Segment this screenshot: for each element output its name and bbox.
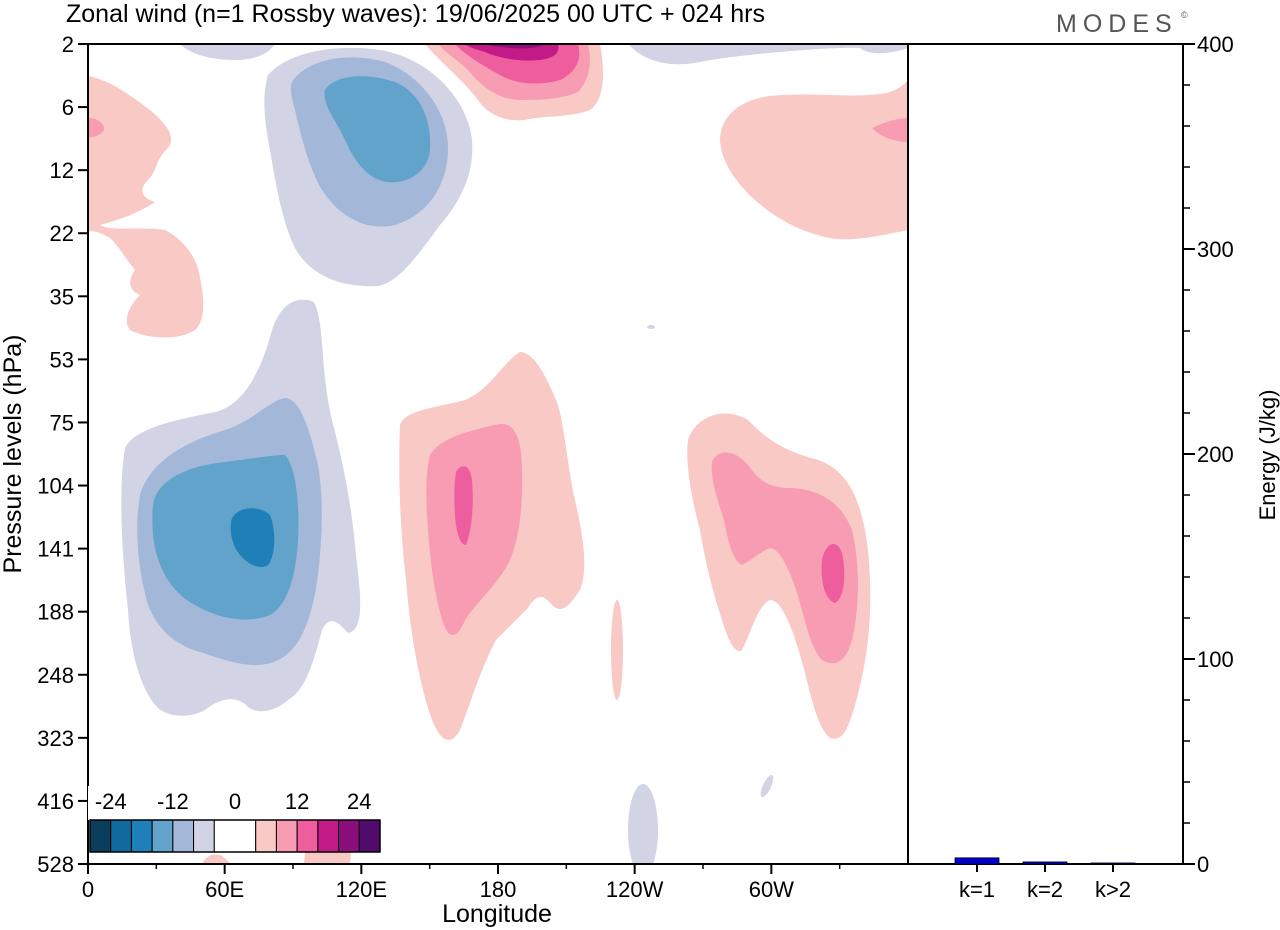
colorbar-tick-label: 24	[347, 789, 371, 814]
y-tick-label: 2	[62, 32, 74, 57]
logo-mark: ©	[1181, 10, 1188, 20]
contour-pos-right-mid	[711, 452, 858, 664]
colorbar-swatch	[193, 819, 215, 853]
contour-neg-top-b	[628, 44, 908, 65]
contour-pos-center-core	[454, 466, 473, 545]
colorbar-swatch	[296, 819, 319, 853]
colorbar-swatch	[255, 819, 277, 853]
y-tick-label: 35	[50, 284, 74, 309]
contour-pos-center-mid	[426, 423, 523, 636]
contour-pos-left-outer	[88, 76, 204, 338]
y-tick-label: 528	[37, 852, 74, 877]
colorbar-swatch	[338, 819, 360, 853]
colorbar-swatch	[275, 819, 298, 853]
contour-pos-ur-inner	[872, 118, 908, 142]
y-tick-label: 6	[62, 95, 74, 120]
y-tick-label: 323	[37, 726, 74, 751]
energy-tick-label: 100	[1197, 647, 1234, 672]
colorbar-swatch	[110, 819, 132, 853]
colorbar-swatch	[89, 819, 112, 853]
y-tick-label: 75	[50, 410, 74, 435]
energy-bars: k=1 k=2 k>2	[954, 857, 1136, 902]
contour-neg-small-a	[760, 774, 774, 798]
colorbar-tick-label: 0	[229, 789, 241, 814]
colorbar-swatch	[317, 819, 340, 853]
colorbar-tick-label: -12	[157, 789, 189, 814]
contour-neg-top-a	[180, 44, 275, 60]
energy-category-label: k=1	[959, 877, 995, 902]
contour-neg-lower-inner	[152, 455, 299, 620]
x-axis-label: Longitude	[442, 900, 552, 928]
contour-neg-small-b	[647, 325, 655, 329]
colorbar-tick-label: 12	[285, 789, 309, 814]
y-tick-label: 53	[50, 347, 74, 372]
colorbar: -24 -12 0 12 24	[88, 786, 382, 853]
contour-field	[88, 44, 908, 864]
contour-pos-ur-outer	[720, 80, 908, 240]
x-tick-label: 60E	[205, 877, 244, 902]
y-tick-label: 416	[37, 789, 74, 814]
energy-bar	[954, 857, 1000, 865]
x-tick-label: 120W	[606, 877, 664, 902]
chart-title: Zonal wind (n=1 Rossby waves): 19/06/202…	[66, 0, 765, 28]
contour-pos-top-max	[485, 44, 545, 49]
contour-pos-bottom-b	[202, 854, 230, 864]
x-tick-label: 0	[82, 877, 94, 902]
energy-tick-label: 300	[1197, 237, 1234, 262]
energy-ticks: 0 100 200 300 400	[1183, 32, 1234, 877]
energy-category-label: k=2	[1027, 877, 1063, 902]
colorbar-swatch	[213, 819, 257, 853]
colorbar-swatch	[130, 819, 153, 853]
contour-pos-top-core	[465, 44, 559, 61]
colorbar-frame	[89, 819, 381, 853]
colorbar-label-backdrop	[88, 786, 382, 820]
contour-neg-lower-core	[230, 508, 275, 568]
colorbar-swatch	[151, 819, 174, 853]
x-ticks: 0 60E 120E 180 120W 60W	[82, 864, 841, 902]
y-tick-label: 188	[37, 600, 74, 625]
colorbar-swatch	[172, 819, 195, 853]
modes-logo: MODES	[1056, 10, 1178, 38]
energy-category-label: k>2	[1095, 877, 1131, 902]
contour-pos-left-inner	[88, 118, 105, 138]
x-tick-label: 120E	[336, 877, 387, 902]
contour-pos-right-core	[821, 543, 845, 603]
y-tick-label: 22	[50, 221, 74, 246]
y-axis-label: Pressure levels (hPa)	[0, 335, 27, 574]
energy-axis-label: Energy (J/kg)	[1255, 390, 1280, 521]
contour-pos-small-a	[611, 600, 623, 700]
energy-tick-label: 0	[1197, 852, 1209, 877]
contour-neg-upper-inner	[324, 76, 431, 183]
energy-bar	[1090, 862, 1136, 865]
y-tick-label: 104	[37, 474, 74, 499]
energy-tick-label: 200	[1197, 442, 1234, 467]
y-tick-label: 12	[50, 158, 74, 183]
colorbar-tick-label: -24	[95, 789, 127, 814]
x-tick-label: 60W	[749, 877, 794, 902]
y-tick-label: 248	[37, 663, 74, 688]
energy-tick-label: 400	[1197, 32, 1234, 57]
y-tick-label: 141	[37, 537, 74, 562]
y-ticks: 2 6 12 22 35 53 75 104 141 188 248 323 416 528	[37, 32, 88, 877]
colorbar-swatch	[358, 819, 381, 853]
energy-bar	[1022, 861, 1068, 865]
x-tick-label: 180	[480, 877, 517, 902]
contour-neg-surface	[628, 784, 658, 864]
